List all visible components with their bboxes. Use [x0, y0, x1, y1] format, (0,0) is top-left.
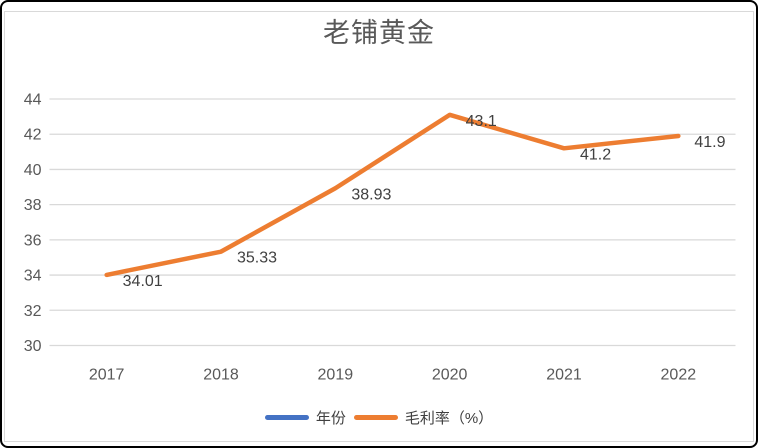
legend-item-gross-margin[interactable]: 毛利率（%） [353, 407, 494, 428]
y-tick-label: 36 [24, 232, 42, 249]
x-tick-label: 2017 [89, 367, 125, 384]
chart-title: 老铺黄金 [323, 18, 435, 48]
data-label: 38.93 [351, 186, 391, 203]
y-tick-label: 34 [24, 268, 42, 285]
x-tick-label: 2021 [546, 367, 582, 384]
x-tick-label: 2018 [203, 367, 239, 384]
chart-card [4, 11, 754, 442]
legend-item-year[interactable]: 年份 [264, 407, 346, 428]
legend-label-year: 年份 [315, 410, 346, 427]
data-label: 41.9 [694, 134, 725, 151]
y-tick-label: 30 [24, 338, 42, 355]
y-tick-label: 40 [24, 162, 42, 179]
series-line-gross-margin[interactable] [104, 112, 681, 278]
y-tick-label: 42 [24, 127, 42, 144]
x-tick-label: 2022 [661, 367, 697, 384]
chart-legend: 年份 毛利率（%） [2, 407, 756, 428]
legend-label-gross-margin: 毛利率（%） [404, 410, 494, 427]
data-label: 43.1 [466, 113, 497, 130]
y-tick-label: 38 [24, 197, 42, 214]
x-tick-label: 2019 [318, 367, 354, 384]
data-label: 34.01 [123, 273, 163, 290]
x-tick-label: 2020 [432, 367, 468, 384]
data-label: 41.2 [580, 146, 611, 163]
y-tick-label: 32 [24, 303, 42, 320]
legend-line-swatch-gross-margin [353, 415, 398, 420]
y-tick-label: 44 [24, 92, 42, 109]
legend-line-swatch-year [264, 415, 309, 420]
data-label: 35.33 [237, 250, 277, 267]
